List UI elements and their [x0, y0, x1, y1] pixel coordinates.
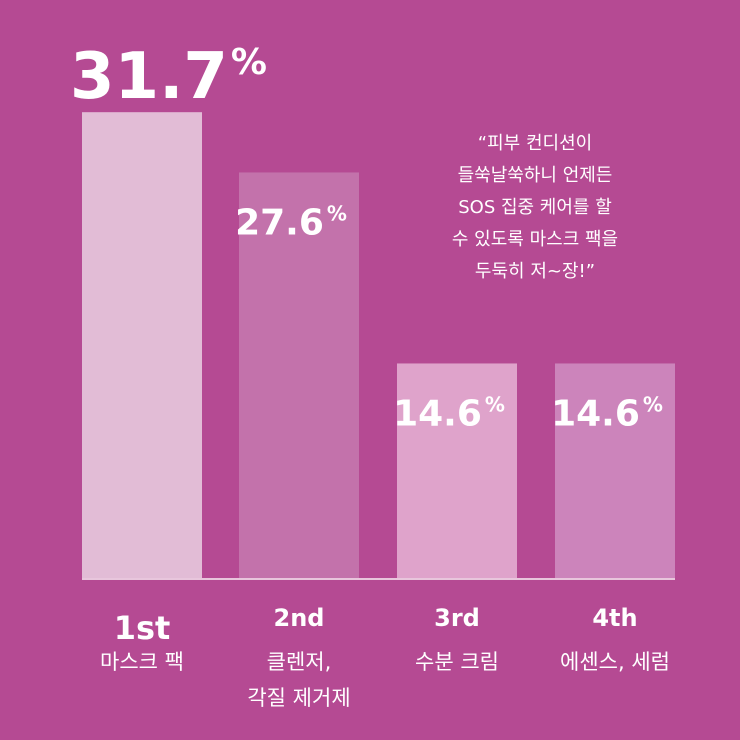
bar-4	[555, 363, 675, 578]
quote-line: “피부 컨디션이	[477, 133, 593, 154]
value-label-1: 31.7%	[70, 40, 267, 114]
value-label-2: 27.6%	[235, 201, 347, 243]
value-unit: %	[327, 201, 347, 225]
value-number: 27.6	[235, 202, 324, 243]
quote-line: 두둑히 저~장!”	[474, 261, 596, 282]
value-label-4: 14.6%	[551, 392, 663, 434]
bar-2	[239, 172, 359, 578]
category-rank-3: 3rd	[434, 604, 480, 632]
category-label-3: 수분 크림	[415, 650, 499, 674]
category-rank-1: 1st	[114, 609, 171, 647]
category-label-2: 클렌저,	[267, 650, 332, 674]
quote-text: “피부 컨디션이 들쑥날쑥하니 언제든 SOS 집중 케어를 할 수 있도록 마…	[400, 128, 670, 288]
category-label-1: 마스크 팩	[100, 650, 184, 674]
value-unit: %	[643, 392, 663, 416]
category-rank-4: 4th	[592, 604, 637, 632]
category-label-4: 에센스, 세럼	[560, 650, 670, 674]
value-number: 14.6	[393, 393, 482, 434]
quote-line: SOS 집중 케어를 할	[458, 197, 612, 218]
value-label-3: 14.6%	[393, 392, 505, 434]
bar-1	[82, 112, 202, 579]
value-number: 31.7	[70, 40, 228, 114]
quote-line: 수 있도록 마스크 팩을	[451, 229, 619, 250]
value-unit: %	[485, 392, 505, 416]
value-unit: %	[231, 42, 267, 83]
bar-3	[397, 363, 517, 578]
value-number: 14.6	[551, 393, 640, 434]
quote-line: 들쑥날쑥하니 언제든	[457, 165, 613, 186]
category-label-2: 각질 제거제	[247, 686, 350, 710]
category-rank-2: 2nd	[274, 604, 325, 632]
